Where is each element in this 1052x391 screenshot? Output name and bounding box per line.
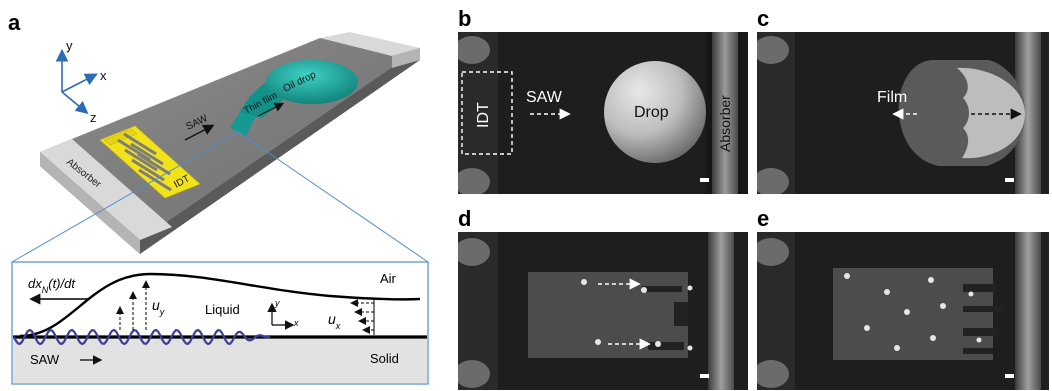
micrograph-b: IDT SAW Drop Absorber (458, 32, 748, 194)
uy-label: uy (152, 297, 165, 317)
small-axis-x: x (293, 318, 299, 328)
absorber-strip (712, 32, 738, 194)
drop-label: Drop (634, 104, 669, 121)
axis-x-label: x (100, 68, 107, 83)
absorber-right (320, 32, 420, 68)
micrograph-d (458, 232, 748, 390)
device-schematic: SAW Thin film Oil drop Absorber IDT y x … (11, 32, 429, 385)
micrograph-c: Film (757, 32, 1049, 194)
axis-y-label: y (66, 38, 73, 53)
zoom-line-left (11, 131, 239, 263)
absorber-label-b: Absorber (717, 95, 733, 152)
coordinate-axes (55, 48, 98, 115)
panel-letter-a: a (8, 10, 21, 35)
saw-label-inset: SAW (30, 352, 60, 367)
small-axis-y: y (274, 298, 280, 308)
panel-letter-e: e (757, 206, 770, 231)
absorber-left (40, 139, 172, 254)
oil-drop (266, 60, 358, 104)
idt-label: IDT (475, 102, 492, 128)
axis-z-label: z (90, 110, 97, 125)
saw-label-b: SAW (526, 89, 563, 106)
scale-bar (1005, 374, 1014, 378)
panel-letter-b: b (458, 6, 472, 31)
inset-cross-section (11, 261, 429, 385)
scale-bar (700, 178, 709, 182)
scale-bar (700, 374, 709, 378)
panel-letter-c: c (757, 6, 770, 31)
liquid-profile (19, 272, 421, 338)
liquid-label: Liquid (205, 302, 240, 317)
micrograph-e (757, 232, 1049, 390)
substrate (40, 38, 420, 254)
drop (604, 61, 706, 163)
idt-box (461, 71, 513, 155)
solid-label: Solid (370, 351, 399, 366)
film-label: Film (877, 89, 907, 106)
air-label: Air (380, 271, 397, 286)
panel-letter-d: d (458, 206, 472, 231)
ux-label: ux (328, 311, 341, 331)
velocity-label: dxN(t)/dt (28, 276, 76, 295)
zoom-line-right (237, 131, 429, 263)
thin-film-e (833, 268, 993, 360)
scale-bar (1005, 178, 1014, 182)
saw-wave (13, 328, 271, 346)
